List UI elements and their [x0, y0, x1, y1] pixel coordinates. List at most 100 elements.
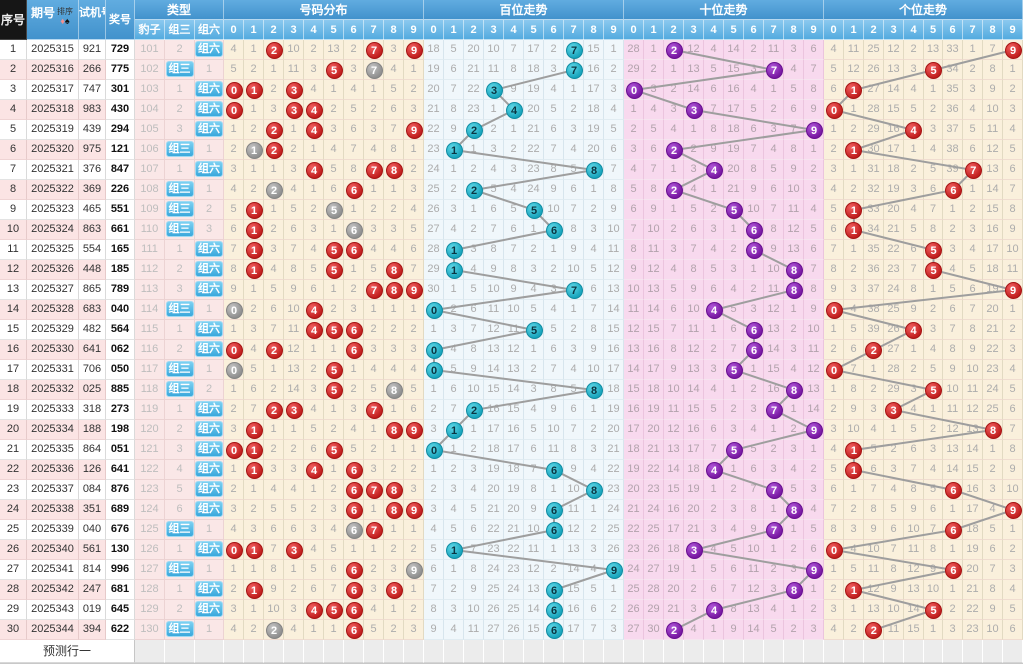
- hund-miss-cell: 2: [424, 400, 444, 420]
- tens-miss-cell: 3: [784, 40, 804, 60]
- hund-miss-cell: 9: [544, 180, 564, 200]
- sort-icons[interactable]: ♦♠: [54, 16, 76, 27]
- hund-miss-cell: 11: [544, 440, 564, 460]
- test-number-cell: 706: [79, 360, 106, 380]
- units-miss-cell: 1: [864, 360, 884, 380]
- hund-miss-cell: 15: [484, 380, 504, 400]
- units-miss-cell: 2: [924, 420, 943, 440]
- hund-miss-cell: 24: [484, 560, 504, 580]
- hund-miss-cell: 3: [444, 600, 464, 620]
- tens-hit-circle: 8: [785, 281, 803, 299]
- hund-miss-cell: 4: [484, 160, 504, 180]
- units-miss-cell: 13: [904, 580, 924, 600]
- g6-cell: 组六: [195, 260, 224, 280]
- units-miss-cell: 19: [884, 180, 904, 200]
- tens-miss-cell: 5: [664, 280, 684, 300]
- tens-miss-cell: 12: [804, 360, 824, 380]
- hund-miss-cell: 30: [424, 280, 444, 300]
- hund-miss-cell: 4: [444, 340, 464, 360]
- units-miss-cell: 15: [884, 100, 904, 120]
- units-miss-cell: 15: [963, 460, 983, 480]
- tens-miss-cell: 10: [764, 260, 784, 280]
- units-miss-cell: 3: [844, 280, 864, 300]
- tens-miss-cell: 8: [644, 180, 664, 200]
- dist-miss-cell: 6: [224, 220, 244, 240]
- dist-repeat-hit-circle: 2: [265, 621, 283, 639]
- dist-miss-cell: 4: [224, 40, 244, 60]
- period-cell: 2025315: [27, 40, 79, 60]
- prediction-dist-cell: [324, 640, 344, 663]
- serial-cell: 22: [0, 460, 27, 480]
- units-miss-cell: 9: [924, 560, 943, 580]
- sort-control[interactable]: 排序 ♦♠: [54, 7, 76, 27]
- hund-digit-header-8: 8: [584, 20, 604, 40]
- tens-hit-circle: 6: [745, 321, 763, 339]
- hund-miss-cell: 5: [504, 200, 524, 220]
- units-miss-cell: 3: [1003, 100, 1023, 120]
- tens-miss-cell: 7: [804, 260, 824, 280]
- tens-miss-cell: 1: [764, 420, 784, 440]
- units-miss-cell: 24: [884, 280, 904, 300]
- dist-miss-cell: 1: [384, 440, 404, 460]
- units-miss-cell: 20: [884, 200, 904, 220]
- hund-miss-cell: 8: [424, 600, 444, 620]
- tens-miss-cell: 1: [664, 60, 684, 80]
- prediction-units-cell: [1003, 640, 1023, 663]
- hund-miss-cell: 10: [464, 600, 484, 620]
- g6-hit-chip: 组六: [195, 441, 223, 457]
- tens-miss-cell: 2: [704, 500, 724, 520]
- tens-miss-cell: 8: [704, 120, 724, 140]
- tens-miss-cell: 1: [704, 480, 724, 500]
- serial-cell: 17: [0, 360, 27, 380]
- hund-miss-cell: 4: [464, 480, 484, 500]
- sort-desc-icon[interactable]: ♠: [64, 16, 70, 26]
- units-hit-circle: 9: [1004, 41, 1022, 59]
- prize-number-cell: 885: [106, 380, 135, 400]
- units-miss-cell: 32: [864, 180, 884, 200]
- leopard-miss-cell: 102: [135, 60, 165, 80]
- dist-hit-circle: 6: [345, 481, 363, 499]
- dist-hit-circle: 3: [285, 101, 303, 119]
- leopard-miss-cell: 110: [135, 220, 165, 240]
- dist-miss-cell: 4: [304, 540, 324, 560]
- tens-miss-cell: 11: [744, 560, 764, 580]
- hund-hit-circle: 6: [545, 461, 563, 479]
- prediction-tens-cell: [624, 640, 644, 663]
- units-hit-circle: 1: [845, 81, 863, 99]
- g6-cell: 组六: [195, 440, 224, 460]
- hund-miss-cell: 3: [464, 460, 484, 480]
- units-miss-cell: 22: [983, 340, 1003, 360]
- dist-miss-cell: 3: [364, 580, 384, 600]
- leopard-miss-cell: 116: [135, 340, 165, 360]
- dist-miss-cell: 2: [344, 380, 364, 400]
- units-miss-cell: 34: [864, 220, 884, 240]
- units-hit-circle: 5: [925, 261, 942, 279]
- hund-miss-cell: 7: [464, 540, 484, 560]
- tens-hit-circle: 2: [665, 621, 683, 639]
- units-miss-cell: 18: [963, 520, 983, 540]
- units-miss-cell: 3: [983, 480, 1003, 500]
- units-miss-cell: 38: [943, 140, 963, 160]
- units-hit-circle: 3: [885, 401, 903, 419]
- tens-miss-cell: 10: [784, 180, 804, 200]
- units-miss-cell: 3: [924, 440, 943, 460]
- dist-miss-cell: 10: [284, 300, 304, 320]
- prediction-tens-cell: [784, 640, 804, 663]
- units-miss-cell: 4: [824, 40, 844, 60]
- tens-miss-cell: 16: [664, 500, 684, 520]
- g6-hit-chip: 组六: [195, 101, 223, 117]
- dist-hit-circle: 6: [345, 181, 363, 199]
- tens-miss-cell: 18: [664, 540, 684, 560]
- sort-asc-icon[interactable]: ♦: [60, 16, 65, 26]
- hund-miss-cell: 2: [444, 180, 464, 200]
- tens-miss-cell: 11: [804, 340, 824, 360]
- units-miss-cell: 18: [884, 160, 904, 180]
- units-miss-cell: 6: [844, 340, 864, 360]
- serial-cell: 4: [0, 100, 27, 120]
- dist-miss-cell: 1: [284, 420, 304, 440]
- dist-hit-circle: 1: [245, 421, 263, 439]
- tens-miss-cell: 3: [744, 60, 764, 80]
- leopard-miss-cell: 122: [135, 460, 165, 480]
- tens-miss-cell: 6: [804, 40, 824, 60]
- units-miss-cell: 1: [924, 400, 943, 420]
